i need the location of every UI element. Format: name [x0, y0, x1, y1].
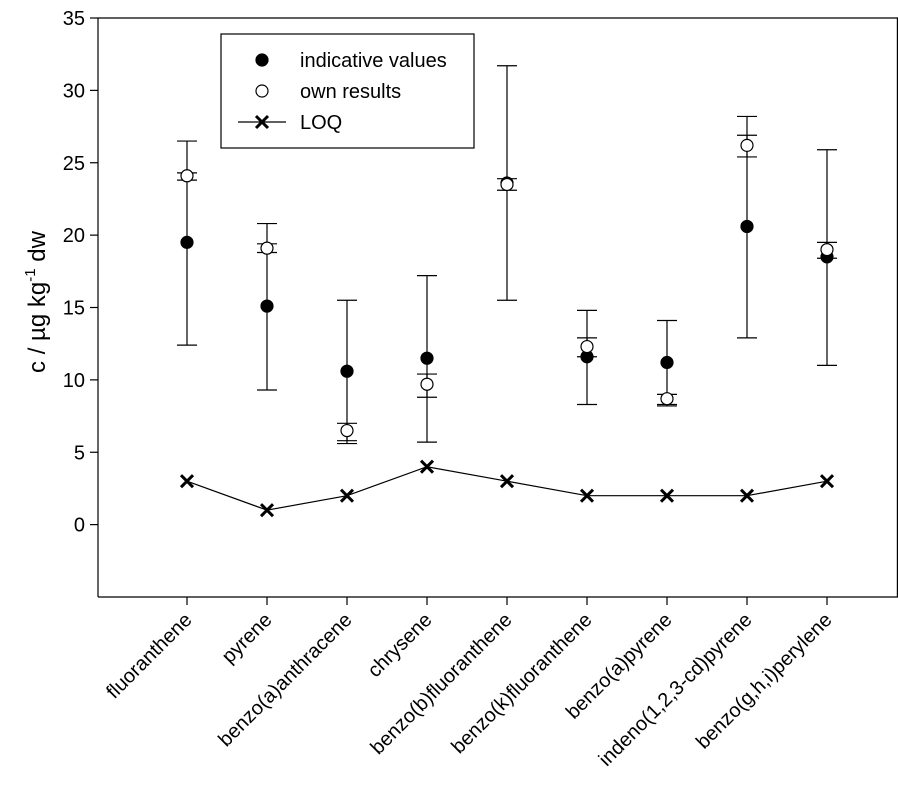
y-tick-label: 0: [74, 515, 85, 537]
own-point: [660, 392, 674, 406]
y-tick-label: 15: [63, 298, 85, 320]
x-tick-label: benzo(g,h,i)perylene: [692, 609, 836, 753]
own-point: [260, 241, 274, 255]
x-tick-label: benzo(a)anthracene: [214, 609, 356, 751]
y-tick-label: 5: [74, 442, 85, 464]
legend-own-marker: [255, 84, 269, 98]
loq-point: [499, 474, 515, 489]
legend-loq-label: LOQ: [300, 112, 342, 134]
x-tick-label: chrysene: [364, 609, 437, 682]
y-axis-title: c / µg kg-1 dw: [22, 230, 51, 373]
y-tick-label: 35: [63, 8, 85, 30]
loq-point: [819, 474, 835, 489]
x-tick-label: fluoranthene: [102, 609, 196, 703]
loq-point: [579, 488, 595, 503]
y-tick-label: 20: [63, 225, 85, 247]
legend-indicative-label: indicative values: [300, 50, 447, 72]
own-point: [420, 377, 434, 391]
indicative-point: [180, 235, 194, 249]
x-tick-label: benzo(k)fluoranthene: [447, 609, 596, 758]
indicative-point: [420, 351, 434, 365]
loq-point: [259, 503, 275, 518]
loq-line: [186, 466, 828, 511]
svg-text:c / µg kg-1 dw: c / µg kg-1 dw: [22, 230, 51, 373]
loq-point: [659, 488, 675, 503]
x-tick-label: indeno(1,2,3-cd)pyrene: [595, 609, 757, 771]
y-axis-title-base: c / µg kg: [24, 282, 51, 373]
loq-point: [339, 488, 355, 503]
loq-point: [419, 459, 435, 474]
indicative-point: [260, 299, 274, 313]
legend-indicative-marker: [255, 53, 269, 67]
own-point: [820, 243, 834, 257]
own-point: [500, 177, 514, 192]
own-point: [580, 339, 594, 354]
own-point: [180, 169, 194, 183]
x-tick-label: pyrene: [218, 609, 277, 668]
legend-own-label: own results: [300, 81, 401, 103]
y-axis-title-rest: dw: [24, 230, 51, 268]
plot-layer: 0 5 10 15 20 25 30 35 fluoranthene pyrenebenzo(a)…: [63, 8, 898, 771]
loq-point: [179, 474, 195, 489]
own-point: [340, 423, 354, 438]
x-tick-label: benzo(b)fluoranthene: [367, 609, 517, 759]
y-tick-label: 10: [63, 370, 85, 392]
legend: indicative values own results LOQ: [220, 33, 475, 149]
y-axis-title-sup: -1: [22, 268, 39, 281]
y-tick-label: 30: [63, 80, 85, 102]
indicative-point: [340, 364, 354, 378]
loq-point: [739, 488, 755, 503]
indicative-point: [740, 219, 754, 234]
indicative-point: [660, 355, 674, 370]
legend-loq-marker: [254, 114, 270, 130]
own-point: [740, 138, 754, 152]
y-tick-label: 25: [63, 153, 85, 175]
